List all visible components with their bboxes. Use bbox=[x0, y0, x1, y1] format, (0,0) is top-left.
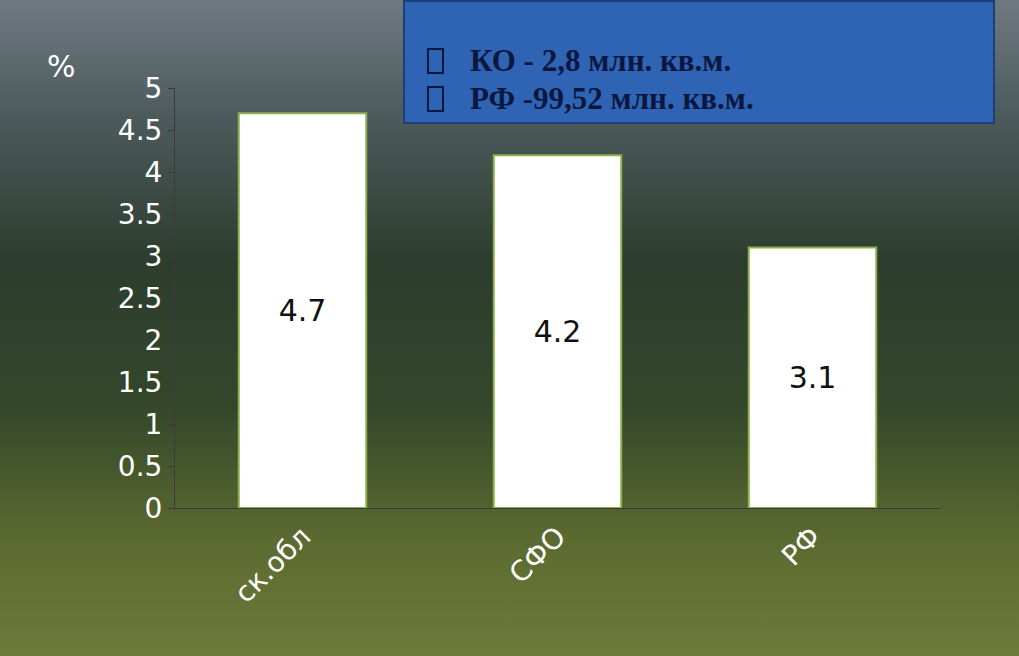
svg-text:4.2: 4.2 bbox=[534, 314, 582, 349]
svg-text:РФ: РФ bbox=[775, 520, 827, 572]
svg-text:4.7: 4.7 bbox=[279, 293, 327, 328]
svg-text:3.5: 3.5 bbox=[118, 198, 163, 231]
svg-text:ск.обл: ск.обл bbox=[228, 520, 317, 609]
svg-text:СФО: СФО bbox=[503, 520, 573, 590]
svg-text:%: % bbox=[47, 49, 76, 84]
svg-text:4: 4 bbox=[145, 156, 163, 189]
html-text:РФ -99,52 млн. кв.м.: РФ -99,52 млн. кв.м. bbox=[470, 81, 754, 116]
svg-text:2: 2 bbox=[145, 324, 163, 357]
svg-text:5: 5 bbox=[145, 72, 163, 105]
svg-text:3: 3 bbox=[145, 240, 163, 273]
svg-text:3.1: 3.1 bbox=[789, 360, 837, 395]
svg-text:4.5: 4.5 bbox=[118, 114, 163, 147]
svg-text:0: 0 bbox=[145, 492, 163, 525]
svg-text:1: 1 bbox=[145, 408, 163, 441]
html-text:КО - 2,8 млн. кв.м.: КО - 2,8 млн. кв.м. bbox=[470, 43, 732, 78]
svg-text:1.5: 1.5 bbox=[118, 366, 163, 399]
svg-text:2.5: 2.5 bbox=[118, 282, 163, 315]
svg-text:0.5: 0.5 bbox=[118, 450, 163, 483]
